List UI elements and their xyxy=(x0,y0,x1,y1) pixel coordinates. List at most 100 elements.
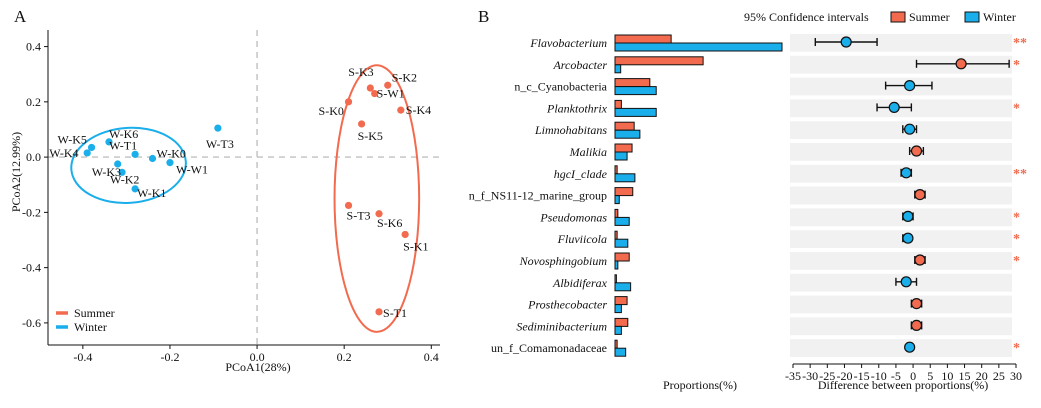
point-s-w1 xyxy=(371,89,379,98)
legend-summer-swatch xyxy=(890,11,906,23)
point-label-s-k4: S-K4 xyxy=(406,103,431,117)
point-s-k1 xyxy=(401,230,409,239)
point-label-s-t3: S-T3 xyxy=(347,208,371,222)
x-tick-label: -0.4 xyxy=(73,350,92,364)
point-w-k3 xyxy=(114,160,122,168)
point-label-w-k4: W-K4 xyxy=(49,146,78,160)
point-label-w-k1: W-K1 xyxy=(137,186,166,200)
point-w-k1 xyxy=(131,185,139,193)
difference-tick-label: -10 xyxy=(871,369,887,383)
bar-summer xyxy=(614,252,630,262)
legend-summer-label: Summer xyxy=(909,10,950,24)
bar-summer xyxy=(614,317,629,327)
difference-tick-label: 10 xyxy=(941,369,953,383)
bar-summer xyxy=(614,34,672,44)
difference-point xyxy=(902,210,914,222)
taxon-label: Sediminibacterium xyxy=(516,319,607,333)
row-band xyxy=(790,230,1012,248)
bar-summer xyxy=(614,121,635,131)
point-w-t1 xyxy=(131,150,139,158)
taxon-label: n_f_NS11-12_marine_group xyxy=(469,189,607,203)
point-label-w-t3: W-T3 xyxy=(206,137,234,151)
bar-winter xyxy=(614,42,783,52)
difference-point xyxy=(914,189,926,201)
taxon-labels: Flavobacterium Arcobacter n_c_Cyanobacteri… xyxy=(469,36,608,355)
bar-summer xyxy=(614,143,633,153)
taxon-label: Fluviicola xyxy=(557,232,607,246)
difference-point xyxy=(902,232,914,244)
point-s-k5 xyxy=(358,120,366,128)
difference-tick-label: 20 xyxy=(976,369,988,383)
sample-points xyxy=(83,81,409,316)
row-band xyxy=(790,339,1012,357)
bar-summer xyxy=(614,187,634,197)
difference-point xyxy=(888,101,900,114)
panel-a: A S-K3 S-K2S-W1S-K0 S-K4S-K5S-T3S-K6S-K1S-… xyxy=(9,7,440,374)
x-tick-label: 0.2 xyxy=(337,350,352,364)
panel-b-letter: B xyxy=(478,7,489,26)
bar-winter xyxy=(614,347,627,357)
taxon-label: Albidiferax xyxy=(552,276,608,290)
x-tick-label: -0.2 xyxy=(160,350,179,364)
bar-winter xyxy=(614,325,622,335)
point-s-t1 xyxy=(375,308,383,316)
point-s-k6 xyxy=(375,210,383,218)
point-label-s-k0: S-K0 xyxy=(319,104,344,118)
difference-tick-label: -25 xyxy=(819,369,835,383)
difference-tick-label: -30 xyxy=(802,369,818,383)
difference-tick-label: 5 xyxy=(927,369,933,383)
bar-winter xyxy=(614,260,619,270)
point-label-s-t1: S-T1 xyxy=(383,306,407,320)
bar-summer xyxy=(614,230,618,240)
bar-winter xyxy=(614,107,657,117)
significance-marker: * xyxy=(1013,341,1020,356)
row-band xyxy=(790,55,1012,74)
taxon-label: Planktothrix xyxy=(546,101,608,115)
point-label-s-k1: S-K1 xyxy=(403,239,428,253)
taxon-label: Pseudomonas xyxy=(539,210,607,224)
point-w-t3 xyxy=(214,124,222,132)
significance-marker: * xyxy=(1013,58,1020,73)
row-band xyxy=(790,186,1012,205)
bar-summer xyxy=(614,208,619,218)
point-s-k4 xyxy=(397,106,405,114)
bar-summer xyxy=(614,339,618,349)
taxon-label: Arcobacter xyxy=(552,58,607,72)
taxon-label: un_f_Comamonadaceae xyxy=(491,341,607,355)
point-label-s-k2: S-K2 xyxy=(392,70,417,84)
significance-marker: * xyxy=(1013,210,1020,225)
taxon-label: Flavobacterium xyxy=(529,36,607,50)
panel-a-letter: A xyxy=(14,7,27,26)
point-w-w1 xyxy=(166,159,174,167)
difference-tick-label: 25 xyxy=(993,369,1005,383)
y-tick-label: -0.4 xyxy=(22,261,41,275)
summer-ellipse xyxy=(333,64,421,333)
bar-summer xyxy=(614,78,651,88)
bar-winter xyxy=(614,64,622,74)
axes: -0.4 -0.2 0.0 0.2 0.4 -0.6 -0.4 -0.2 0.0 0.2 0.4 xyxy=(22,30,440,364)
bar-summer xyxy=(614,99,622,109)
bar-summer xyxy=(614,274,617,284)
taxon-label: Novosphingobium xyxy=(519,254,608,268)
difference-tick-label: -35 xyxy=(785,369,801,383)
difference-point xyxy=(914,254,926,266)
difference-point xyxy=(910,298,923,310)
point-label-w-k5: W-K5 xyxy=(58,132,87,146)
point-label-w-k6: W-K6 xyxy=(109,127,138,141)
sample-labels: S-K3 S-K2 S-W1 S-K0 S-K4 S-K5 S-T3 S-K6S-K1 S-T1… xyxy=(49,65,431,320)
x-tick-label: 0.4 xyxy=(424,350,439,364)
difference-point xyxy=(910,145,923,157)
point-label-s-k3: S-K3 xyxy=(348,65,373,79)
legend-winter-label: Winter xyxy=(74,320,107,334)
bar-winter xyxy=(614,195,620,205)
difference-axis: -35 -30 -25 -20 -15 -10 -5 0 5 10 15 20 25 30 xyxy=(785,363,1022,383)
difference-point xyxy=(955,58,967,70)
row-band xyxy=(790,77,1012,96)
legend: Summer Winter xyxy=(56,306,115,334)
point-label-w-w1: W-W1 xyxy=(176,163,208,177)
difference-tick-label: 30 xyxy=(1010,369,1022,383)
significance-marker: ** xyxy=(1013,167,1027,182)
point-label-s-k5: S-K5 xyxy=(358,129,383,143)
bar-winter xyxy=(614,304,622,314)
bar-winter xyxy=(614,238,629,248)
